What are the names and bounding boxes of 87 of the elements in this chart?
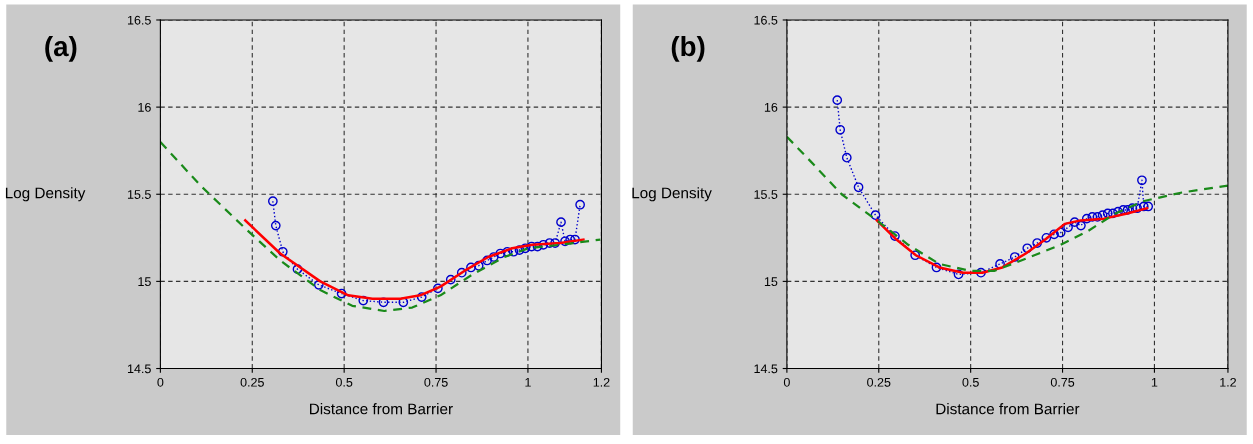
y-tick-label: 16 [138,102,151,112]
x-tick-label: 1.2 [593,377,610,387]
x-tick-label: 0 [157,377,164,387]
point [277,246,288,257]
point [953,269,964,280]
point [832,95,843,106]
point [433,283,443,294]
point [931,262,942,273]
point [976,267,986,278]
point [473,260,484,271]
point [1041,232,1052,243]
y-tick-label: 16.5 [754,15,778,25]
point [570,234,580,245]
point [550,238,560,248]
y-tick-label: 15.5 [127,190,151,199]
y-tick-label: 16 [764,102,778,112]
point [556,217,566,227]
point [1138,201,1149,212]
point [1143,201,1154,212]
y-tick-label: 15 [764,277,778,287]
point [267,196,278,207]
point [514,245,525,255]
point [520,243,531,254]
point [1092,212,1103,222]
x-tick-label: 0.25 [867,377,891,387]
point [538,239,549,250]
point [445,274,456,285]
x-tick-label: 1.2 [1220,377,1236,387]
point [495,248,506,259]
point [1122,205,1133,215]
point [544,238,555,248]
point [378,297,389,308]
x-tick-label: 1 [525,378,531,387]
point [1081,213,1092,224]
point [853,182,864,193]
y-axis-title: Log Density [5,187,86,202]
x-tick-label: 1 [1151,378,1158,387]
line-series [786,135,1228,273]
x-tick-label: 0.25 [240,377,264,387]
point [1049,229,1059,240]
y-tick-label: 16.5 [127,15,151,25]
point [526,241,537,252]
y-tick-label: 15.5 [754,190,778,199]
point [560,236,570,247]
point [1132,203,1143,214]
x-tick-label: 0.75 [424,377,448,387]
point [398,297,409,308]
point [313,280,324,290]
point [416,292,427,302]
y-tick-label: 14.5 [127,364,151,374]
x-axis-title: Distance from Barrier [936,403,1080,415]
point [1118,205,1129,215]
point [890,231,900,241]
point [270,220,281,231]
x-tick-label: 0 [783,377,790,387]
y-tick-label: 14.5 [754,364,778,374]
point [841,152,852,163]
point [466,262,476,273]
point [1022,243,1033,254]
point [1076,220,1086,231]
x-axis-title: Distance from Barrier [310,403,453,415]
point [1063,222,1073,233]
point [835,124,846,135]
point [910,250,921,261]
point [1055,227,1066,238]
point [1032,238,1043,248]
x-tick-label: 0.5 [962,377,979,387]
line-series [160,140,602,313]
x-tick-label: 0.75 [1050,377,1075,387]
point [1009,252,1020,262]
point [1069,217,1080,227]
point [532,241,543,252]
point [292,264,303,275]
text: (b) [671,35,705,62]
point [456,267,467,278]
y-tick-label: 15 [138,277,151,287]
point [336,288,347,299]
point [358,295,369,306]
point [488,252,499,262]
point [482,255,492,266]
x-tick-label: 0.5 [335,377,353,387]
text: (a) [45,35,77,62]
point [575,199,585,210]
y-axis-title: Log Density [632,187,712,202]
point [1087,212,1098,222]
point [1137,175,1147,186]
point [870,210,881,221]
